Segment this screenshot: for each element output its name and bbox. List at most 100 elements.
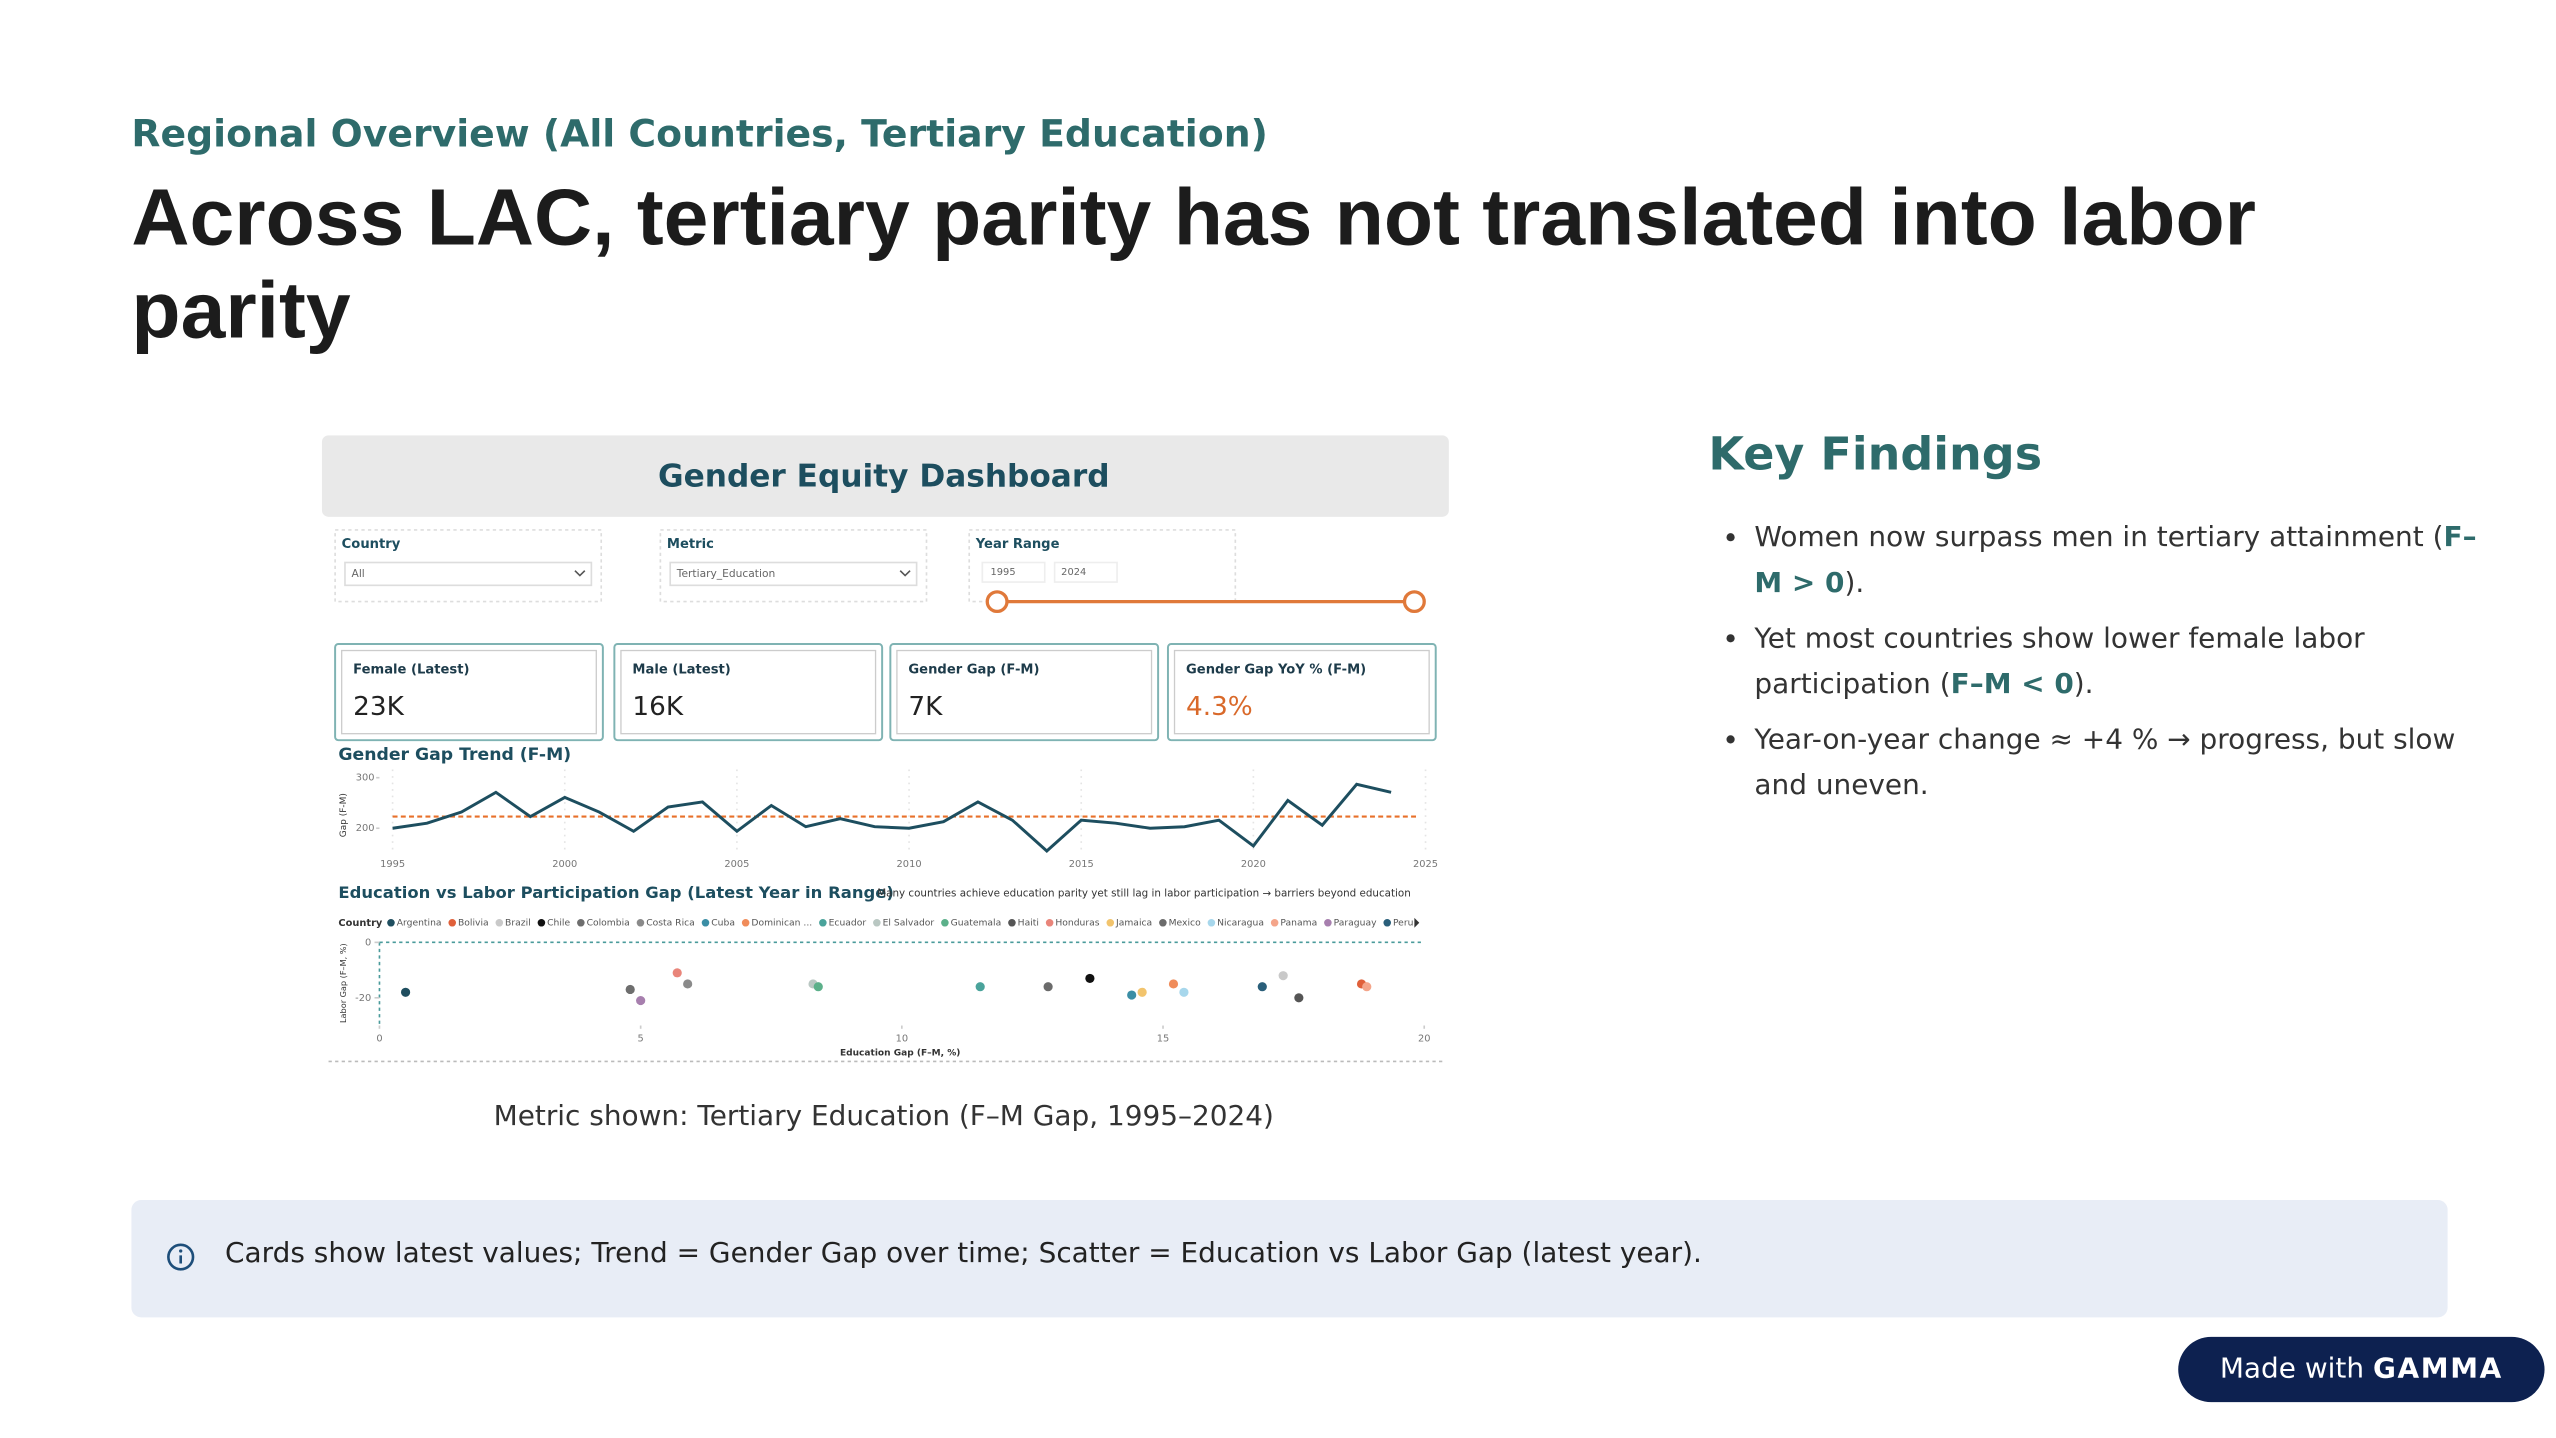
scatter-point xyxy=(400,987,411,997)
finding: Women now surpass men in tertiary attain… xyxy=(1754,515,2493,606)
legend-swatch xyxy=(387,919,395,927)
legend-label: Ecuador xyxy=(829,917,867,928)
legend-label: Guatemala xyxy=(951,917,1002,928)
x-tick-label: 2005 xyxy=(724,859,749,870)
kpi-card xyxy=(889,643,1160,742)
filter-box xyxy=(968,529,1237,603)
scatter-point xyxy=(975,982,985,992)
chart-subtitle: Many countries achieve education parity … xyxy=(877,887,1411,899)
badge[interactable]: Made with GAMMA xyxy=(2178,1336,2545,1403)
kpi-label: Gender Gap (F-M) xyxy=(908,663,1039,678)
scatter-point xyxy=(683,979,693,989)
legend-label: Bolivia xyxy=(458,917,489,928)
legend-swatch xyxy=(1383,919,1391,927)
scatter-point xyxy=(1294,993,1304,1003)
legend-title: Country xyxy=(338,918,383,929)
legend-label: Costa Rica xyxy=(646,917,695,928)
legend-swatch xyxy=(819,919,827,927)
y-tick-label: 200 xyxy=(356,823,375,834)
legend-swatch xyxy=(1207,919,1216,927)
legend-label: Paraguay xyxy=(1334,917,1377,928)
y-axis-label: Labor Gap (F–M, %) xyxy=(338,943,348,1023)
finding-emphasis: F–M < 0 xyxy=(1950,668,2074,702)
filter-box xyxy=(334,529,603,603)
kpi-label: Female (Latest) xyxy=(353,663,469,678)
legend-label: Colombia xyxy=(587,917,630,928)
kicker: Regional Overview (All Countries, Tertia… xyxy=(131,114,1268,157)
legend-swatch xyxy=(1270,919,1279,927)
scatter-point xyxy=(1257,982,1267,992)
legend-swatch xyxy=(577,919,585,927)
legend-label: Chile xyxy=(547,917,570,928)
kpi-value: 16K xyxy=(632,692,683,722)
slider-handle xyxy=(985,590,1009,614)
x-tick-label: 2015 xyxy=(1069,859,1094,870)
badge-prefix: Made with xyxy=(2219,1353,2365,1386)
filter-box xyxy=(659,529,928,603)
y-tick-label: 0 xyxy=(365,937,371,948)
scatter-point xyxy=(1362,982,1372,992)
year-from: 1995 xyxy=(991,567,1016,578)
filter-label: Metric xyxy=(667,537,714,552)
note-text: Cards show latest values; Trend = Gender… xyxy=(225,1237,1702,1271)
kpi-value: 23K xyxy=(353,692,404,722)
legend-swatch xyxy=(1106,919,1115,927)
finding-text: ). xyxy=(2073,668,2094,702)
x-tick-label: 1995 xyxy=(380,859,405,870)
caption: Metric shown: Tertiary Education (F–M Ga… xyxy=(494,1099,1274,1132)
kpi-card-inner xyxy=(1173,649,1430,735)
scatter-point xyxy=(1278,971,1288,981)
legend-label: El Salvador xyxy=(883,917,935,928)
legend-label: Dominican ... xyxy=(751,917,812,928)
legend-label: Haiti xyxy=(1018,917,1039,928)
legend-swatch xyxy=(1008,919,1016,927)
legend-label: Jamaica xyxy=(1115,917,1152,928)
info-icon xyxy=(167,1243,195,1271)
slider-handle xyxy=(1402,590,1426,614)
y-axis-label: Gap (F-M) xyxy=(339,793,349,837)
finding: Year-on-year change ≈ +4 % → progress, b… xyxy=(1754,717,2493,808)
x-tick-label: 20 xyxy=(1418,1034,1431,1045)
slide-title: Across LAC, tertiary parity has not tran… xyxy=(131,174,2256,356)
dropdown xyxy=(344,561,593,587)
finding-text: Yet most countries show lower female lab… xyxy=(1754,622,2365,702)
filter-label: Country xyxy=(342,537,401,552)
x-axis-label: Education Gap (F–M, %) xyxy=(840,1049,960,1059)
legend-label: Nicaragua xyxy=(1217,917,1264,928)
note-box: Cards show latest values; Trend = Gender… xyxy=(131,1199,2448,1318)
kpi-card xyxy=(334,643,604,742)
year-to: 2024 xyxy=(1061,567,1086,578)
scatter-point xyxy=(672,968,682,978)
scatter-point xyxy=(1137,987,1147,997)
x-tick-label: 2025 xyxy=(1413,859,1438,870)
legend-swatch xyxy=(941,919,949,927)
legend-swatch xyxy=(873,919,881,927)
finding-text: ). xyxy=(1844,567,1865,600)
scatter-point xyxy=(813,982,823,992)
scatter-point xyxy=(625,984,635,995)
legend-swatch xyxy=(537,919,546,927)
year-input xyxy=(1053,561,1118,583)
finding-emphasis: F–M > 0 xyxy=(1754,521,2477,600)
kpi-card-inner xyxy=(341,649,597,735)
kpi-card-inner xyxy=(620,649,877,735)
dropdown xyxy=(669,561,918,587)
badge-brand: GAMMA xyxy=(2372,1353,2503,1386)
dashboard-header xyxy=(321,435,1449,517)
legend-more xyxy=(1414,917,1420,928)
chart-title: Gender Gap Trend (F-M) xyxy=(338,745,571,765)
legend-swatch xyxy=(1045,919,1054,927)
x-tick-label: 2000 xyxy=(552,859,577,870)
legend-swatch xyxy=(495,919,504,927)
findings-title: Key Findings xyxy=(1708,427,2043,481)
legend-label: Honduras xyxy=(1055,917,1099,928)
kpi-card xyxy=(1166,643,1437,742)
x-tick-label: 15 xyxy=(1157,1034,1170,1045)
findings-list: Women now surpass men in tertiary attain… xyxy=(1708,515,2493,818)
filter-value: All xyxy=(352,567,365,580)
finding-text: Year-on-year change ≈ +4 % → progress, b… xyxy=(1754,723,2456,803)
scatter-point xyxy=(1179,987,1189,997)
trend-line xyxy=(392,782,1392,853)
